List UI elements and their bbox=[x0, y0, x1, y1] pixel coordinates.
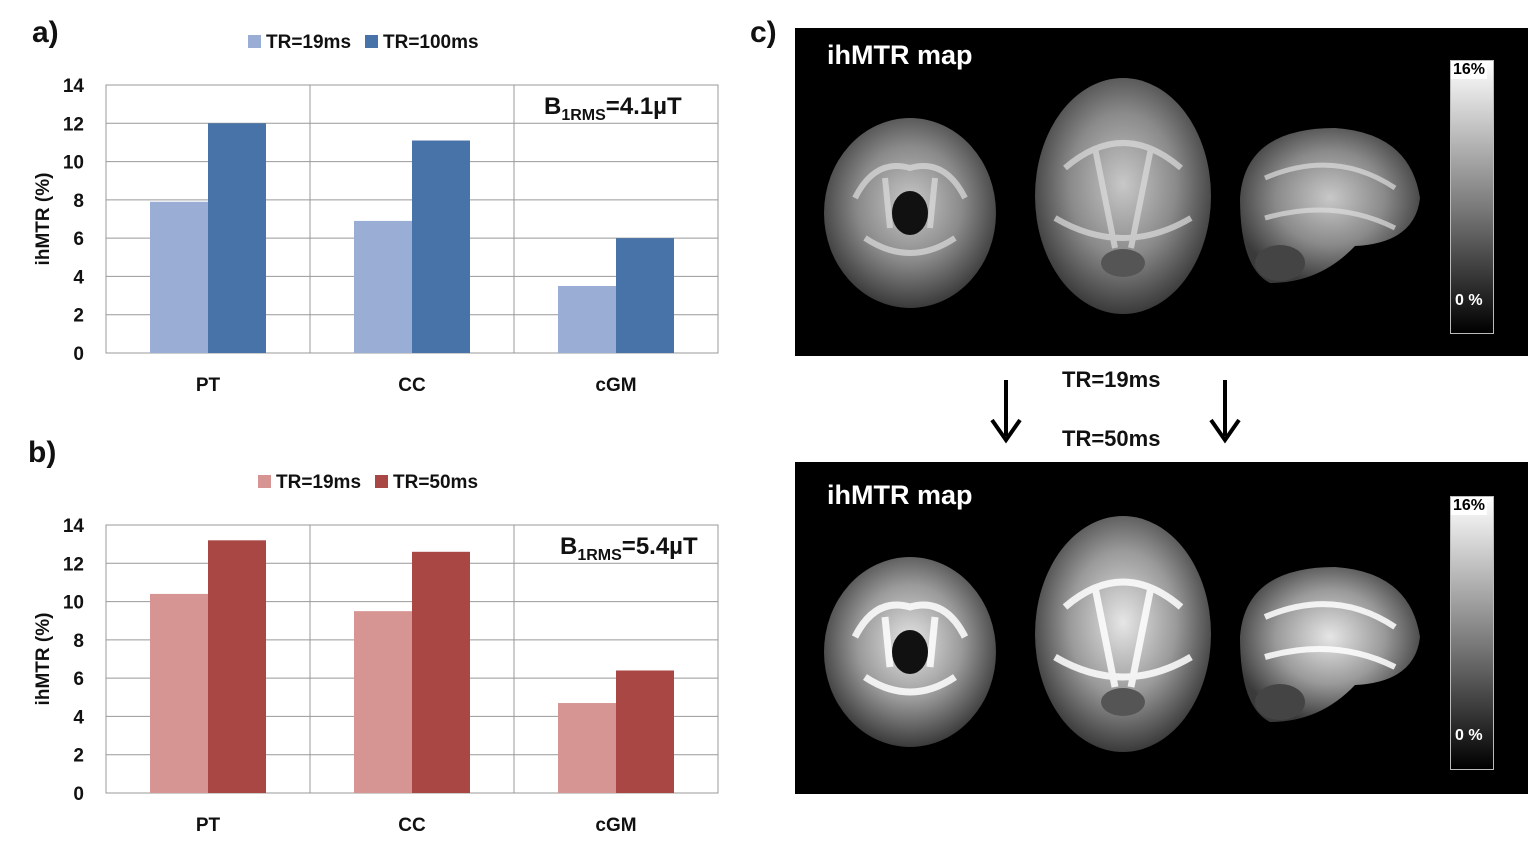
legend-label: TR=19ms bbox=[266, 32, 351, 53]
bar-cgm-2 bbox=[616, 238, 674, 353]
colorbar-bottom bbox=[1450, 496, 1494, 770]
y-tick-label: 0 bbox=[73, 344, 84, 365]
y-tick-label: 8 bbox=[73, 631, 84, 652]
bar-pt-2 bbox=[208, 540, 266, 793]
x-tick-label: cGM bbox=[595, 375, 636, 396]
bar-cgm-1 bbox=[558, 286, 616, 353]
y-tick-label: 6 bbox=[73, 229, 84, 250]
bar-pt-1 bbox=[150, 201, 208, 353]
brain-coronal-top bbox=[824, 118, 996, 308]
x-tick-label: PT bbox=[196, 375, 221, 396]
b1rms-annotation: B1RMS=5.4µT bbox=[560, 533, 698, 564]
brain-sagittal-top bbox=[1240, 128, 1420, 283]
brain-images-bottom bbox=[824, 516, 1420, 752]
brain-axial-top bbox=[1035, 78, 1211, 314]
y-tick-label: 8 bbox=[73, 191, 84, 212]
x-tick-label: cGM bbox=[595, 815, 636, 836]
legend-swatch bbox=[258, 475, 271, 488]
legend-swatch bbox=[248, 35, 261, 48]
x-tick-label: PT bbox=[196, 815, 221, 836]
y-tick-label: 10 bbox=[63, 593, 84, 614]
ihmtr-map-bottom: ihMTR map 16% 0 % bbox=[795, 462, 1528, 794]
y-axis-label: ihMTR (%) bbox=[33, 173, 54, 266]
bar-cgm-1 bbox=[558, 703, 616, 793]
y-axis-label: ihMTR (%) bbox=[33, 613, 54, 706]
legend-label: TR=50ms bbox=[393, 472, 478, 493]
brain-sagittal-bottom bbox=[1240, 567, 1420, 722]
bar-cc-1 bbox=[354, 611, 412, 793]
y-tick-label: 14 bbox=[63, 76, 85, 97]
bar-cc-1 bbox=[354, 220, 412, 353]
x-tick-label: CC bbox=[398, 815, 426, 836]
map-title-top: ihMTR map bbox=[827, 40, 973, 70]
y-tick-label: 12 bbox=[63, 114, 84, 135]
colorbar-min-bottom: 0 % bbox=[1455, 727, 1483, 744]
map-title-bottom: ihMTR map bbox=[827, 480, 973, 510]
down-arrow-icon bbox=[1209, 380, 1241, 444]
colorbar-min-top: 0 % bbox=[1455, 292, 1483, 309]
y-tick-label: 14 bbox=[63, 516, 85, 537]
y-tick-label: 4 bbox=[73, 267, 84, 288]
transition-to-label: TR=50ms bbox=[1062, 426, 1161, 451]
legend-swatch bbox=[365, 35, 378, 48]
y-tick-label: 2 bbox=[73, 306, 84, 327]
bar-cc-2 bbox=[412, 551, 470, 793]
panel-label-c: c) bbox=[750, 16, 777, 49]
legend-label: TR=100ms bbox=[383, 32, 479, 53]
colorbar-top bbox=[1450, 60, 1494, 334]
bar-pt-2 bbox=[208, 123, 266, 354]
legend-swatch bbox=[375, 475, 388, 488]
down-arrow-icon bbox=[990, 380, 1022, 444]
y-tick-label: 2 bbox=[73, 746, 84, 767]
y-tick-label: 4 bbox=[73, 707, 84, 728]
y-tick-label: 0 bbox=[73, 784, 84, 805]
b1rms-annotation: B1RMS=4.1µT bbox=[544, 93, 682, 124]
transition-from-label: TR=19ms bbox=[1062, 367, 1161, 392]
x-tick-label: CC bbox=[398, 375, 426, 396]
ihmtr-map-top: ihMTR map 16% 0 % bbox=[795, 28, 1528, 356]
panel-label-b: b) bbox=[28, 436, 57, 469]
colorbar-max-top: 16% bbox=[1451, 61, 1488, 79]
panel-label-a: a) bbox=[32, 16, 59, 49]
colorbar-max-bottom: 16% bbox=[1451, 497, 1488, 515]
bar-cgm-2 bbox=[616, 670, 674, 793]
brain-axial-bottom bbox=[1035, 516, 1211, 752]
bar-chart-a: 0 2 4 6 8 10 12 14 PT CC cGM ihMTR (%) TR=19ms TR=100… bbox=[33, 32, 719, 396]
bar-chart-b: 0 2 4 6 8 10 12 14 PT CC cGM ihMTR (%) TR=19ms TR=50m… bbox=[33, 472, 719, 836]
bar-pt-1 bbox=[150, 593, 208, 793]
brain-coronal-bottom bbox=[824, 557, 996, 747]
bar-cc-2 bbox=[412, 140, 470, 353]
legend-label: TR=19ms bbox=[276, 472, 361, 493]
brain-images-top bbox=[824, 78, 1420, 314]
y-tick-label: 10 bbox=[63, 153, 84, 174]
y-tick-label: 12 bbox=[63, 554, 84, 575]
y-tick-label: 6 bbox=[73, 669, 84, 690]
